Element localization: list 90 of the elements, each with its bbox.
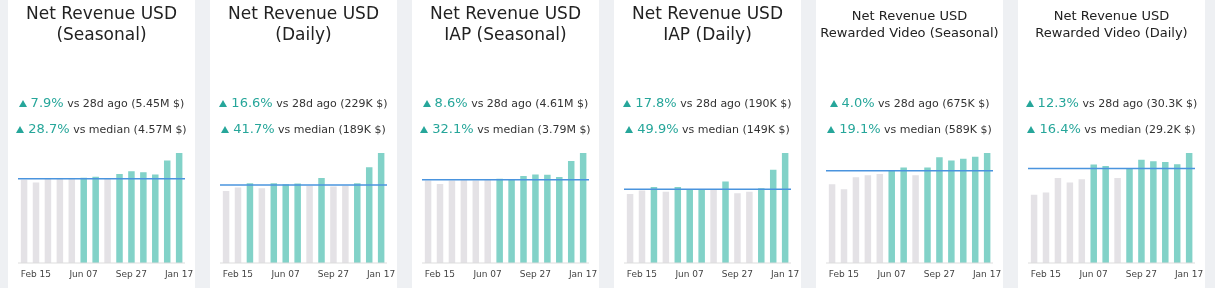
bar <box>1138 159 1145 263</box>
text: 16.6% vs 28d ago (229K $) <box>231 95 388 110</box>
x-tick-label: Feb 15 <box>222 269 254 280</box>
bar <box>650 187 658 263</box>
bar <box>758 188 765 263</box>
bar <box>1102 165 1109 263</box>
bar <box>1162 161 1169 263</box>
x-tick-label: Sep 27 <box>1125 269 1157 280</box>
bar <box>163 160 171 263</box>
bar <box>769 169 777 263</box>
bar <box>496 178 503 263</box>
bar <box>544 174 551 263</box>
x-tick-label: Feb 15 <box>828 269 860 280</box>
bar <box>781 153 789 263</box>
text: 19.1% vs median (589K $) <box>839 121 992 136</box>
bar <box>556 176 563 263</box>
bar <box>128 171 135 263</box>
chart-title: Net Revenue USD Rewarded Video (Seasonal) <box>819 7 1000 42</box>
x-tick-label: Feb 15 <box>626 269 658 280</box>
bar <box>270 183 278 263</box>
x-tick-label: Jun 07 <box>68 269 98 280</box>
bar <box>1090 164 1097 263</box>
chart-title: Net Revenue USD (Daily) <box>227 2 380 46</box>
x-tick-label: Jan 17 <box>365 269 396 280</box>
bar <box>1173 164 1181 263</box>
bar <box>92 176 99 263</box>
chart-title: Net Revenue USD Rewarded Video (Daily) <box>1034 7 1189 42</box>
x-tick-label: Sep 27 <box>317 269 349 280</box>
x-tick-label: Sep 27 <box>115 269 147 280</box>
bar <box>924 167 931 263</box>
text: 49.9% vs median (149K $) <box>637 121 790 136</box>
bar <box>152 174 159 263</box>
chart-title: Net Revenue USD IAP (Seasonal) <box>429 2 582 46</box>
bar <box>960 158 967 263</box>
bar <box>377 153 385 263</box>
x-tick-label: Jun 07 <box>876 269 906 280</box>
bar <box>1150 161 1157 263</box>
bar <box>567 161 575 263</box>
bar <box>294 183 301 263</box>
bar <box>686 188 693 263</box>
bar <box>1185 153 1193 263</box>
x-tick-label: Feb 15 <box>20 269 52 280</box>
x-tick-label: Feb 15 <box>1030 269 1062 280</box>
bar <box>318 177 325 263</box>
bar <box>520 175 527 263</box>
text: 4.0% vs 28d ago (675K $) <box>841 95 990 110</box>
bar <box>674 187 682 263</box>
x-tick-label: Jan 17 <box>1173 269 1204 280</box>
x-tick-label: Jun 07 <box>472 269 502 280</box>
bar <box>508 179 515 263</box>
text: 17.8% vs 28d ago (190K $) <box>635 95 792 110</box>
bar <box>532 174 539 263</box>
chart-title: Net Revenue USD (Seasonal) <box>25 2 178 46</box>
bar <box>983 153 991 263</box>
x-tick-label: Jan 17 <box>971 269 1002 280</box>
bar <box>579 153 587 263</box>
x-tick-label: Sep 27 <box>519 269 551 280</box>
x-tick-label: Sep 27 <box>721 269 753 280</box>
bar <box>888 170 895 263</box>
x-tick-label: Jan 17 <box>769 269 800 280</box>
bar <box>246 183 254 263</box>
bar <box>722 181 729 263</box>
text: 16.4% vs median (29.2K $) <box>1039 121 1196 136</box>
x-tick-label: Feb 15 <box>424 269 456 280</box>
text: 12.3% vs 28d ago (30.3K $) <box>1037 95 1198 110</box>
text: 7.9% vs 28d ago (5.45M $) <box>30 95 185 110</box>
x-tick-label: Jun 07 <box>674 269 704 280</box>
bar <box>282 184 289 263</box>
bar <box>900 167 907 263</box>
text: 41.7% vs median (189K $) <box>233 121 386 136</box>
bar <box>971 156 979 263</box>
x-tick-label: Jun 07 <box>270 269 300 280</box>
bar <box>354 183 361 263</box>
text: 28.7% vs median (4.57M $) <box>28 121 187 136</box>
bar <box>80 177 87 263</box>
bar <box>948 160 955 263</box>
bar <box>116 173 123 263</box>
text: 32.1% vs median (3.79M $) <box>432 121 591 136</box>
bar <box>365 167 373 263</box>
bar <box>936 157 943 263</box>
x-tick-label: Jan 17 <box>163 269 194 280</box>
bar <box>698 188 705 263</box>
bar <box>1126 168 1133 263</box>
x-tick-label: Sep 27 <box>923 269 955 280</box>
bar <box>175 153 183 263</box>
x-tick-label: Jun 07 <box>1078 269 1108 280</box>
text: 8.6% vs 28d ago (4.61M $) <box>434 95 589 110</box>
x-tick-label: Jan 17 <box>567 269 598 280</box>
bar <box>140 172 147 263</box>
chart-title: Net Revenue USD IAP (Daily) <box>631 2 784 46</box>
